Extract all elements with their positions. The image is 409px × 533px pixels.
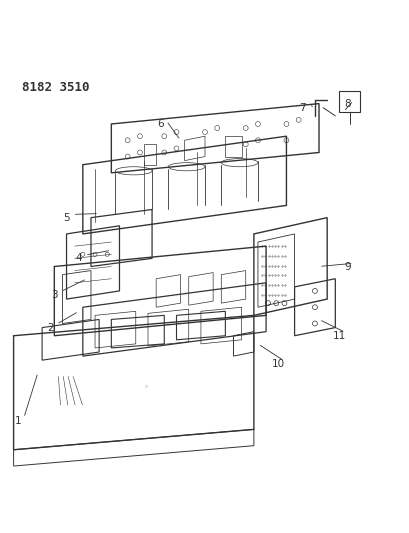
Text: ⚡: ⚡ [144, 384, 148, 390]
Text: 6: 6 [157, 119, 163, 129]
Text: 5: 5 [63, 213, 70, 223]
Text: 1: 1 [14, 416, 21, 426]
Text: 10: 10 [271, 359, 284, 369]
Text: 8182 3510: 8182 3510 [22, 81, 89, 94]
Text: 7: 7 [299, 103, 305, 112]
Text: 11: 11 [332, 331, 345, 341]
Text: 2: 2 [47, 322, 54, 333]
Text: 4: 4 [75, 253, 82, 263]
Text: 8: 8 [344, 99, 350, 109]
Text: 9: 9 [344, 262, 350, 271]
Text: 3: 3 [51, 290, 58, 300]
